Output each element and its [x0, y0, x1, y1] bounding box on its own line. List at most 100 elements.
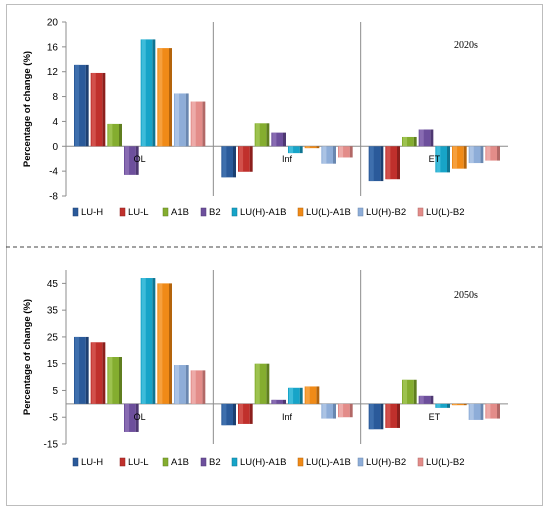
bar-lu-h-a1b-ol [140, 278, 156, 404]
bar-lu-l-a1b-et [452, 146, 467, 169]
bar-lu-l-b2-inf [338, 403, 353, 418]
bar-a1b-inf [254, 123, 270, 147]
y-tick-label: 45 [47, 279, 59, 290]
y-tick-label: 0 [52, 142, 58, 153]
category-label: OL [134, 154, 146, 164]
bar-a1b-ol [107, 123, 122, 147]
legend-item: LU-L [119, 457, 149, 468]
legend-swatch [417, 207, 424, 217]
y-tick-label: 16 [47, 42, 59, 53]
legend-label: B2 [209, 207, 221, 218]
legend-swatch [417, 457, 424, 467]
legend-item: LU(L)-B2 [417, 207, 465, 218]
bar-lu-l-ol [90, 72, 106, 147]
bar-lu-l-b2-et [485, 403, 500, 419]
legend-swatch [297, 207, 304, 217]
y-tick-label: -4 [49, 167, 58, 178]
y-tick-label: 25 [47, 332, 59, 343]
legend-item: B2 [200, 207, 221, 218]
legend-label: LU(H)-A1B [240, 207, 286, 218]
y-axis-label: Percentage of change (%) [22, 299, 33, 415]
legend-label: A1B [171, 207, 189, 218]
legend-swatch [200, 207, 207, 217]
bar-lu-l-a1b-ol [157, 48, 172, 147]
y-tick-label: 15 [47, 359, 59, 370]
legend-label: LU(L)-A1B [306, 457, 351, 468]
legend-label: LU(L)-B2 [426, 207, 465, 218]
period-label: 2050s [454, 290, 478, 301]
bar-b2-et [418, 129, 434, 147]
legend-item: A1B [162, 207, 189, 218]
bar-lu-h-a1b-inf [288, 387, 303, 404]
legend-item: LU(L)-A1B [297, 457, 351, 468]
y-tick-label: 35 [47, 306, 59, 317]
bar-lu-l-b2-inf [338, 146, 353, 158]
bar-lu-l-et [385, 403, 400, 428]
y-tick-label: 8 [52, 92, 58, 103]
legend-label: LU(H)-B2 [366, 207, 406, 218]
bar-lu-h-b2-ol [174, 93, 189, 147]
bar-a1b-et [402, 136, 417, 147]
bar-lu-h-a1b-ol [140, 39, 156, 147]
bar-lu-l-inf [238, 403, 253, 424]
bar-lu-h-ol [74, 64, 89, 147]
legend-item: LU(H)-B2 [357, 207, 406, 218]
bar-lu-h-ol [74, 336, 89, 404]
bar-lu-l-a1b-inf [304, 386, 320, 404]
legend-label: LU(H)-B2 [366, 457, 406, 468]
bar-lu-l-a1b-ol [157, 283, 172, 404]
legend-label: LU-H [81, 207, 103, 218]
legend-label: B2 [209, 457, 221, 468]
legend-swatch [119, 457, 126, 467]
legend-item: LU(H)-A1B [231, 457, 286, 468]
legend-label: LU-H [81, 457, 103, 468]
legend-swatch [72, 457, 79, 467]
legend-item: A1B [162, 457, 189, 468]
legend-swatch [297, 457, 304, 467]
legend-item: LU(L)-A1B [297, 207, 351, 218]
bar-lu-h-et [368, 403, 384, 430]
bar-lu-l-b2-et [485, 146, 500, 161]
bar-lu-h-b2-inf [321, 146, 336, 164]
bar-lu-h-a1b-inf [288, 146, 303, 154]
legend-label: LU-L [128, 457, 149, 468]
bar-a1b-et [402, 379, 417, 404]
bar-lu-h-a1b-et [435, 146, 450, 173]
legend-label: LU(H)-A1B [240, 457, 286, 468]
bar-a1b-inf [254, 363, 270, 404]
legend-swatch [119, 207, 126, 217]
bar-lu-h-a1b-et [435, 403, 450, 408]
legend-swatch [231, 457, 238, 467]
bar-lu-l-et [385, 146, 400, 180]
bar-lu-h-b2-ol [174, 365, 189, 404]
bar-b2-ol [124, 146, 139, 175]
legend-item: LU-L [119, 207, 149, 218]
y-tick-label: -8 [49, 192, 58, 203]
bar-lu-l-ol [90, 342, 106, 404]
category-label: Inf [282, 154, 293, 164]
legend-swatch [231, 207, 238, 217]
y-tick-label: 20 [47, 18, 59, 29]
y-tick-label: 12 [47, 67, 59, 78]
bar-a1b-ol [107, 357, 122, 404]
bar-lu-h-b2-et [468, 146, 484, 164]
legend-item: LU(L)-B2 [417, 457, 465, 468]
y-axis-label: Percentage of change (%) [22, 51, 33, 167]
bar-lu-h-b2-et [468, 403, 484, 420]
bar-b2-inf [271, 132, 286, 147]
bar-lu-l-a1b-inf [304, 146, 320, 149]
period-label: 2020s [454, 40, 478, 51]
panel-2020s: -8 -4 0 4 8 12 16 20 Percentage of change (%) 202… [22, 18, 508, 218]
legend-label: LU-L [128, 207, 149, 218]
legend-item: B2 [200, 457, 221, 468]
bar-lu-l-a1b-et [452, 403, 467, 406]
bar-lu-l-b2-ol [190, 370, 206, 404]
legend-swatch [162, 207, 169, 217]
y-tick-label: 4 [52, 117, 58, 128]
legend-item: LU(H)-B2 [357, 457, 406, 468]
legend-swatch [357, 207, 364, 217]
y-tick-label: -15 [44, 440, 59, 451]
legend-item: LU-H [72, 207, 103, 218]
legend-swatch [72, 207, 79, 217]
